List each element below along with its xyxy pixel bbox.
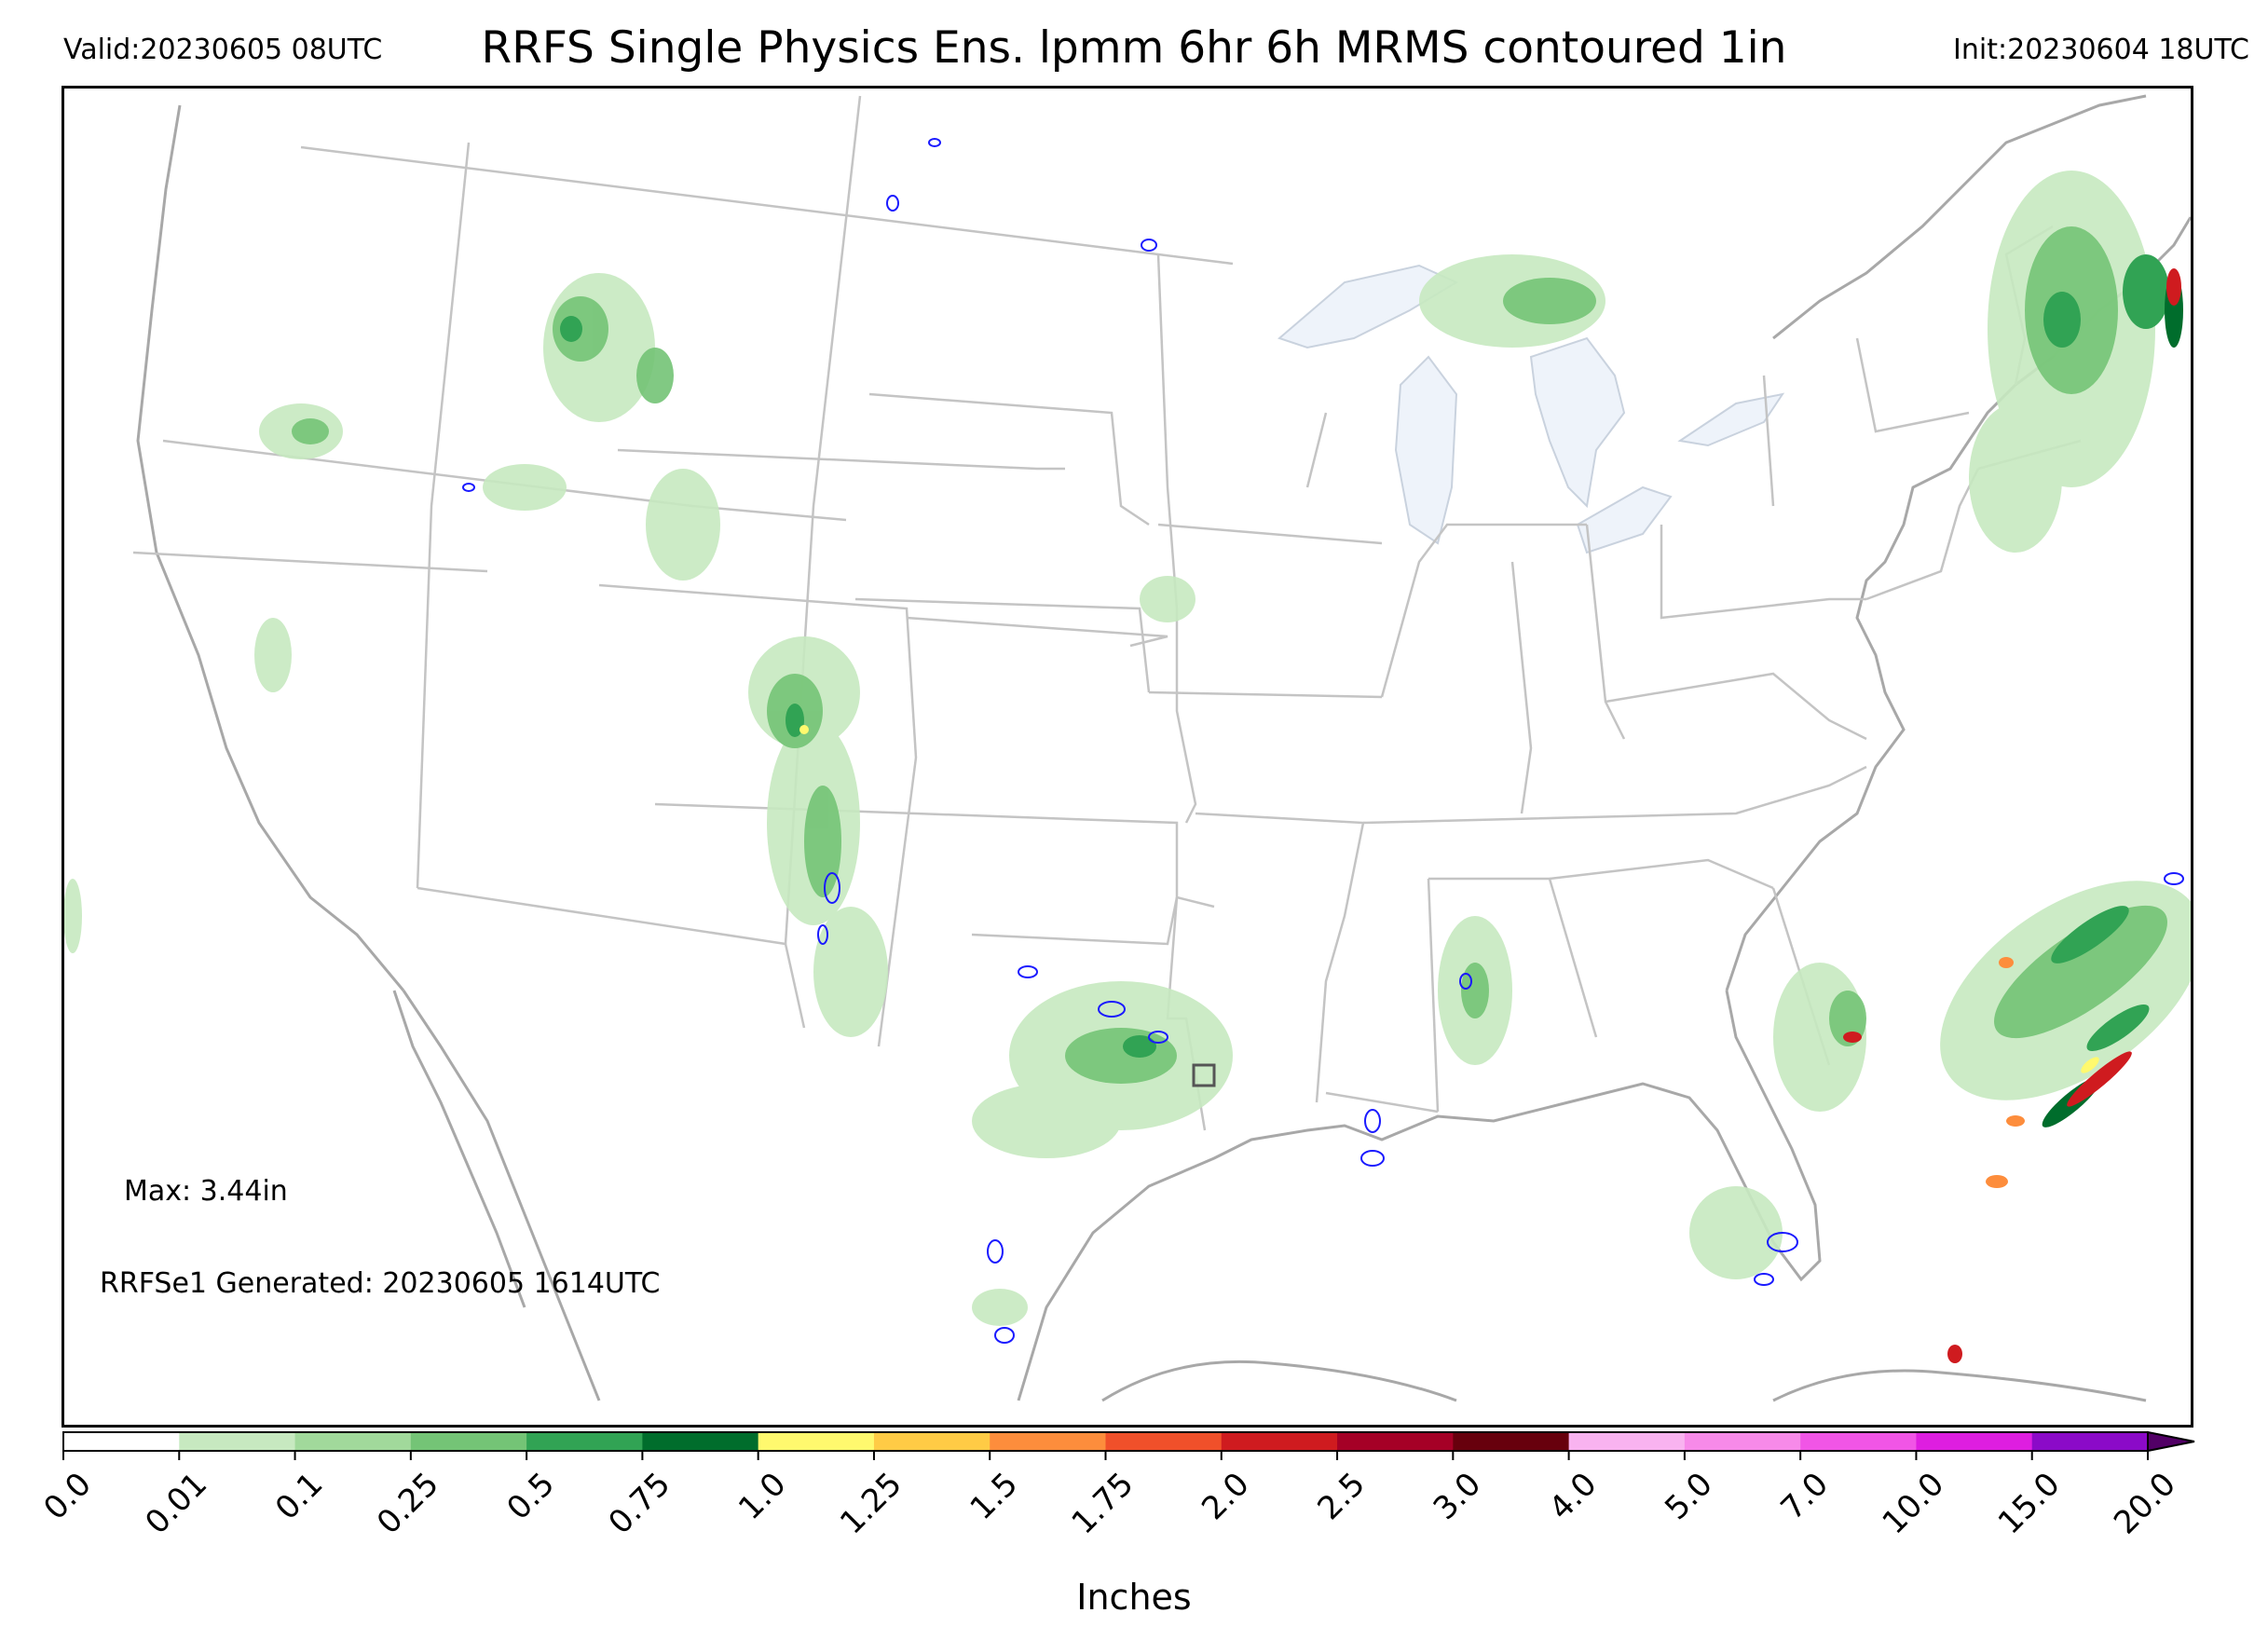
colorbar-tick-label: 0.75 <box>601 1466 677 1542</box>
colorbar-label: Inches <box>1076 1577 1192 1618</box>
colorbar-swatch <box>179 1432 296 1451</box>
colorbar-swatch <box>1337 1432 1454 1451</box>
colorbar-tick-label: 20.0 <box>2107 1466 2183 1542</box>
colorbar-tick-label: 1.0 <box>731 1466 794 1528</box>
colorbar-tick-label: 0.1 <box>268 1466 331 1528</box>
colorbar-tick-label: 0.0 <box>36 1466 99 1528</box>
colorbar-tick-label: 10.0 <box>1876 1466 1952 1542</box>
colorbar-swatch <box>990 1432 1106 1451</box>
colorbar-tick-label: 1.75 <box>1065 1466 1141 1542</box>
lakes <box>1277 264 1785 554</box>
colorbar-tick-label: 0.01 <box>138 1466 214 1542</box>
max-value-label: Max: 3.44in <box>124 1175 288 1208</box>
colorbar-tick-labels: 0.0 0.01 0.1 0.25 0.5 0.75 1.0 1.25 1.5 1.75 2.0 2.… <box>36 1466 2183 1542</box>
colorbar-swatch <box>410 1432 527 1451</box>
colorbar-swatch <box>1684 1432 1801 1451</box>
colorbar-tick-label: 0.5 <box>499 1466 562 1528</box>
colorbar-swatch <box>294 1432 412 1451</box>
colorbar-tick-label: 2.0 <box>1195 1466 1257 1528</box>
valid-time-label: Valid:20230605 08UTC <box>63 34 383 66</box>
generated-label: RRFSe1 Generated: 20230605 1614UTC <box>100 1267 661 1300</box>
colorbar-extend-arrow <box>2147 1430 2195 1453</box>
colorbar-boxes <box>62 1430 2195 1453</box>
colorbar-swatch <box>1453 1432 1570 1451</box>
precip-field <box>64 171 2191 1363</box>
precipitation-map: Max: 3.44in RRFSe1 Generated: 20230605 1… <box>61 86 2193 1428</box>
colorbar-swatch <box>1800 1432 1917 1451</box>
max-location-box <box>1192 1063 1216 1087</box>
colorbar-tick-label: 1.25 <box>833 1466 909 1542</box>
colorbar-tick-label: 5.0 <box>1658 1466 1720 1528</box>
colorbar-tick-label: 2.5 <box>1310 1466 1373 1528</box>
colorbar-swatch <box>526 1432 643 1451</box>
colorbar-swatch <box>1568 1432 1686 1451</box>
colorbar-swatch <box>758 1432 875 1451</box>
colorbar-tick-label: 4.0 <box>1542 1466 1605 1528</box>
colorbar-tick-label: 0.25 <box>370 1466 446 1542</box>
map-canvas <box>64 94 2191 1402</box>
chart-title: RRFS Single Physics Ens. lpmm 6hr 6h MRM… <box>481 22 1787 74</box>
init-time-label: Init:20230604 18UTC <box>1953 34 2249 66</box>
colorbar-swatch <box>1105 1432 1223 1451</box>
colorbar-tick-label: 3.0 <box>1427 1466 1489 1528</box>
mrms-1in-contours <box>462 138 2184 1344</box>
colorbar-ticks <box>62 1451 2149 1460</box>
colorbar-swatch <box>63 1432 180 1451</box>
colorbar-tick-label: 1.5 <box>963 1466 1026 1528</box>
colorbar-swatch <box>2031 1432 2149 1451</box>
colorbar-swatch <box>873 1432 991 1451</box>
colorbar-swatch <box>1916 1432 2033 1451</box>
colorbar-tick-label: 15.0 <box>1991 1466 2068 1542</box>
colorbar-swatch <box>1221 1432 1338 1451</box>
colorbar-swatch <box>642 1432 759 1451</box>
colorbar-tick-label: 7.0 <box>1774 1466 1837 1528</box>
